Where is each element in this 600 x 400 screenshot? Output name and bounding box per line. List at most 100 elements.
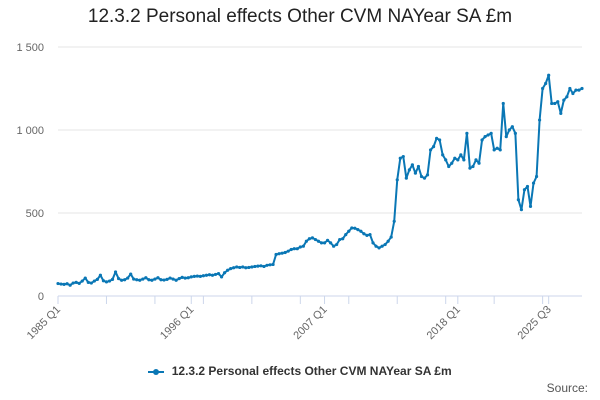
data-point <box>559 111 563 115</box>
data-point <box>389 235 393 239</box>
data-point <box>213 272 218 277</box>
data-point <box>92 279 96 283</box>
data-point <box>483 135 487 139</box>
data-point <box>313 237 318 242</box>
data-point <box>492 148 496 152</box>
data-point <box>495 146 499 150</box>
data-point <box>180 275 184 280</box>
data-point <box>525 184 530 189</box>
data-point <box>107 279 112 283</box>
data-point <box>283 250 287 255</box>
data-point <box>147 278 151 282</box>
data-point <box>277 252 281 256</box>
data-point <box>504 135 508 139</box>
data-point <box>210 273 215 277</box>
source-label: Source: <box>546 381 588 395</box>
data-point <box>271 262 275 267</box>
data-point <box>450 161 454 165</box>
data-point <box>307 237 311 241</box>
data-point <box>156 276 160 280</box>
data-point <box>344 232 348 237</box>
data-series <box>56 73 584 287</box>
data-point <box>153 277 157 281</box>
legend-line-marker-icon <box>148 367 165 377</box>
data-point <box>126 276 130 280</box>
data-point <box>413 171 418 175</box>
data-point <box>216 271 221 276</box>
data-point <box>116 276 121 281</box>
data-point <box>383 242 387 247</box>
data-point <box>268 263 272 267</box>
data-point <box>435 136 439 140</box>
series-line <box>57 74 583 287</box>
data-point <box>256 264 260 268</box>
data-point <box>289 247 293 252</box>
data-point <box>477 161 481 165</box>
data-point <box>359 229 363 233</box>
data-point <box>329 241 333 245</box>
data-point <box>453 156 457 160</box>
data-point <box>244 266 248 270</box>
data-point <box>219 275 224 279</box>
data-point <box>98 273 102 277</box>
data-point <box>501 101 505 106</box>
data-point <box>568 86 572 91</box>
data-point <box>574 88 578 92</box>
data-point <box>104 280 109 284</box>
legend-label: 12.3.2 Personal effects Other CVM NAYear… <box>171 364 452 378</box>
data-point <box>265 263 269 267</box>
data-point <box>350 226 354 230</box>
data-point <box>295 247 299 251</box>
data-point <box>110 277 115 281</box>
x-tick-label: 1985 Q1 <box>25 304 63 342</box>
data-point <box>516 198 520 202</box>
x-tick-label: 2018 Q1 <box>425 304 463 342</box>
data-point <box>232 266 236 270</box>
data-point <box>550 101 554 106</box>
data-point <box>286 249 290 253</box>
data-point <box>377 246 381 250</box>
data-point <box>280 251 284 255</box>
data-point <box>456 158 460 162</box>
data-point <box>401 154 405 159</box>
data-point <box>347 229 351 233</box>
data-point <box>425 173 430 177</box>
data-point <box>353 226 357 230</box>
data-point <box>189 275 193 279</box>
data-point <box>162 278 166 282</box>
data-point <box>580 86 584 91</box>
data-point <box>226 268 230 272</box>
chart-title: 12.3.2 Personal effects Other CVM NAYear… <box>87 6 513 27</box>
data-point <box>186 276 190 280</box>
data-point <box>468 166 472 170</box>
data-point <box>498 148 502 152</box>
data-point <box>71 281 75 285</box>
data-point <box>89 281 93 285</box>
data-point <box>519 208 524 212</box>
axes: 0 500 1 000 1 500 1985 Q1 1996 Q1 2007 Q1 2018 … <box>16 42 582 342</box>
data-point <box>168 276 172 280</box>
data-point <box>380 244 384 248</box>
data-point <box>332 244 336 248</box>
data-point <box>138 278 142 282</box>
data-point <box>459 153 463 157</box>
data-point <box>338 237 342 242</box>
data-point <box>65 282 69 286</box>
data-point <box>59 282 63 286</box>
data-point <box>135 278 139 282</box>
data-point <box>195 274 199 278</box>
data-point <box>235 265 239 269</box>
data-point <box>74 280 78 284</box>
data-point <box>471 164 475 169</box>
data-point <box>150 278 154 282</box>
data-point <box>165 277 169 281</box>
data-point <box>129 272 133 276</box>
data-point <box>374 244 378 248</box>
data-point <box>259 264 263 268</box>
data-point <box>510 125 514 129</box>
data-point <box>465 131 469 135</box>
data-point <box>356 228 360 232</box>
legend[interactable]: 12.3.2 Personal effects Other CVM NAYear… <box>0 364 600 378</box>
data-point <box>392 219 396 223</box>
data-point <box>428 148 433 152</box>
